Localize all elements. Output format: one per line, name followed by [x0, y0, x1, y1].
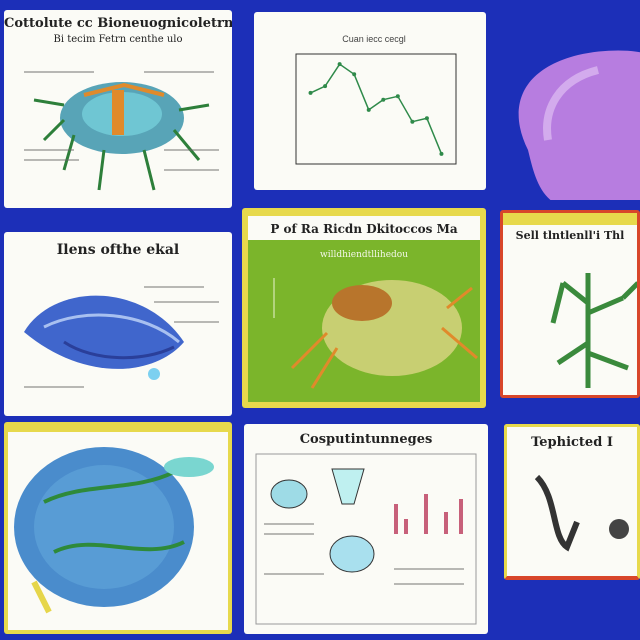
cell-blob-icon	[518, 50, 640, 200]
data-point	[410, 119, 415, 124]
card-title: Cottolute cc Bioneuognicoletrne	[4, 16, 232, 31]
card-tree[interactable]: Sell tlntlenll'i Thl	[500, 210, 640, 398]
card-subtitle: Bi tecim Fetrn centhe ulo	[53, 34, 183, 45]
data-point	[323, 84, 328, 89]
card-purple-blob[interactable]	[498, 10, 640, 200]
card-title: Sell tlntlenll'i Thl	[515, 229, 625, 242]
data-point	[424, 116, 429, 121]
cell-illustration-icon	[14, 447, 214, 614]
card-microorganism[interactable]: Cottolute cc Bioneuognicoletrne Bi tecim…	[4, 10, 232, 208]
data-point	[337, 62, 342, 67]
data-point	[352, 72, 357, 77]
card-cell[interactable]	[4, 422, 232, 634]
tick-illustration-icon	[273, 278, 478, 389]
tree-illustration-icon	[550, 273, 637, 388]
chart-caption: Cuan iecc cecgl	[342, 34, 406, 44]
card-title: P of Ra Ricdn Dkitoccos Ma	[270, 222, 458, 236]
line-chart: Cuan iecc cecgl	[295, 34, 457, 165]
card-line-chart[interactable]: Cuan iecc cecgl	[254, 12, 486, 190]
data-point	[308, 90, 313, 95]
title-strip	[248, 216, 480, 240]
card-title: Ilens ofthe ekal	[56, 242, 180, 258]
comparison-diagram-icon	[255, 453, 477, 625]
data-point	[395, 94, 400, 99]
card-comparison[interactable]: Cosputintunneges	[244, 424, 488, 634]
fish-anatomy-illustration-icon	[24, 286, 219, 388]
frame-top	[503, 213, 637, 225]
data-point	[366, 107, 371, 112]
specimen-illustration-icon	[534, 474, 629, 552]
data-point	[381, 97, 386, 102]
card-tick[interactable]: P of Ra Ricdn Dkitoccos Ma willdhiendtll…	[242, 208, 486, 408]
data-point	[439, 151, 444, 156]
microorganism-illustration-icon	[24, 71, 219, 191]
card-title: Tephicted I	[531, 435, 613, 450]
card-specimen[interactable]: Tephicted I	[504, 424, 640, 580]
card-fish-anatomy[interactable]: Ilens ofthe ekal	[4, 232, 232, 416]
card-title: Cosputintunneges	[299, 432, 433, 447]
card-subtitle: willdhiendtllihedou	[319, 250, 408, 260]
series-line	[310, 63, 443, 155]
